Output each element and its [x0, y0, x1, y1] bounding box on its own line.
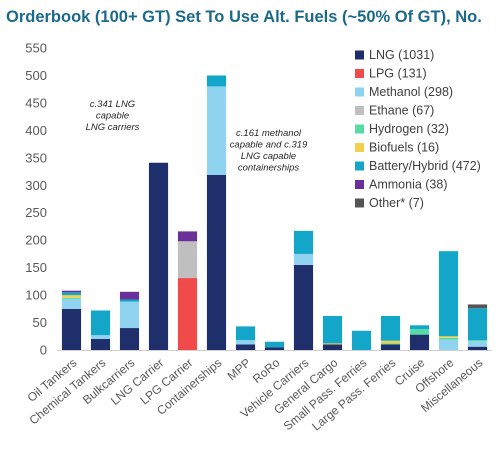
legend-swatch — [355, 69, 364, 78]
bar-segment — [61, 295, 82, 298]
legend-entry: Battery/Hybrid (472) — [369, 159, 481, 173]
y-tick-label: 200 — [25, 233, 47, 248]
bar-segment — [409, 334, 430, 350]
bar-segment — [119, 299, 140, 302]
legend-entry: Ethane (67) — [369, 104, 434, 118]
bar-segment — [90, 339, 111, 350]
y-tick-label: 150 — [25, 260, 47, 275]
legend-swatch — [355, 106, 364, 115]
bar-segment — [438, 337, 459, 340]
x-tick-label: MPP — [225, 356, 254, 383]
y-tick-label: 550 — [25, 41, 47, 56]
bar-segment — [177, 278, 198, 350]
bar-segment — [264, 341, 285, 348]
bar-segment — [119, 328, 140, 350]
bar-segment — [467, 340, 488, 342]
bar-segment — [61, 298, 82, 309]
y-tick-label: 400 — [25, 123, 47, 138]
legend-entry: Ammonia (38) — [369, 178, 448, 192]
y-tick-label: 250 — [25, 205, 47, 220]
bar-segment — [61, 297, 82, 299]
bar-segment — [322, 343, 343, 345]
bar-segment — [438, 336, 459, 338]
bar-segment — [380, 315, 401, 341]
legend-swatch — [355, 87, 364, 97]
bar-segment — [409, 329, 430, 335]
bar-segment — [322, 344, 343, 350]
bar-segment — [119, 301, 140, 329]
bar-segment — [206, 75, 227, 87]
bar-segment — [467, 341, 488, 347]
bar-segment — [438, 339, 459, 350]
bar-segment — [235, 326, 256, 341]
legend-entry: Biofuels (16) — [369, 141, 439, 155]
legend-entry: Other* (7) — [369, 196, 424, 210]
bar-segment — [119, 291, 140, 300]
bar-segment — [467, 308, 488, 341]
bar-segment — [61, 290, 82, 293]
y-tick-label: 50 — [33, 315, 47, 330]
bar-segment — [90, 335, 111, 340]
bar-segment — [467, 304, 488, 309]
chart-title: Orderbook (100+ GT) Set To Use Alt. Fuel… — [6, 8, 482, 26]
y-tick-label: 350 — [25, 150, 47, 165]
bar-segment — [61, 292, 82, 296]
bar-segment — [351, 330, 372, 350]
bar-segment — [380, 340, 401, 344]
bar-segment — [380, 343, 401, 345]
bar-segment — [90, 310, 111, 336]
bar-segment — [61, 308, 82, 350]
legend-swatch — [355, 124, 364, 134]
bar-segment — [235, 340, 256, 345]
legend-swatch — [355, 50, 364, 60]
bar-segment — [206, 174, 227, 350]
legend-entry: Hydrogen (32) — [369, 122, 449, 136]
y-tick-label: 450 — [25, 95, 47, 110]
legend-swatch — [355, 161, 364, 171]
bar-segment — [293, 253, 314, 265]
bar-segment — [438, 251, 459, 337]
annotation: c.161 methanol capable and c.319 LNG capab… — [230, 128, 308, 174]
bar-segment — [409, 325, 430, 330]
legend-entry: LPG (131) — [369, 67, 427, 81]
bar-segment — [467, 346, 488, 350]
bar-segment — [177, 241, 198, 279]
bar-segment — [380, 344, 401, 350]
bar-segment — [206, 86, 227, 175]
bar-segment — [148, 162, 169, 350]
y-tick-label: 0 — [40, 343, 47, 358]
bar-segment — [293, 264, 314, 350]
bar-segment — [235, 344, 256, 350]
bar-segment — [322, 315, 343, 344]
bar-segment — [293, 230, 314, 254]
annotation: c.341 LNG capable LNG carriers — [86, 99, 140, 133]
y-tick-label: 500 — [25, 68, 47, 83]
legend-entry: LNG (1031) — [369, 48, 434, 62]
bar-segment — [264, 347, 285, 350]
legend-swatch — [355, 180, 364, 189]
legend-swatch — [355, 198, 364, 208]
y-tick-label: 100 — [25, 288, 47, 303]
bar-segment — [177, 231, 198, 242]
legend-swatch — [355, 143, 364, 152]
y-tick-label: 300 — [25, 178, 47, 193]
legend-entry: Methanol (298) — [369, 85, 453, 99]
